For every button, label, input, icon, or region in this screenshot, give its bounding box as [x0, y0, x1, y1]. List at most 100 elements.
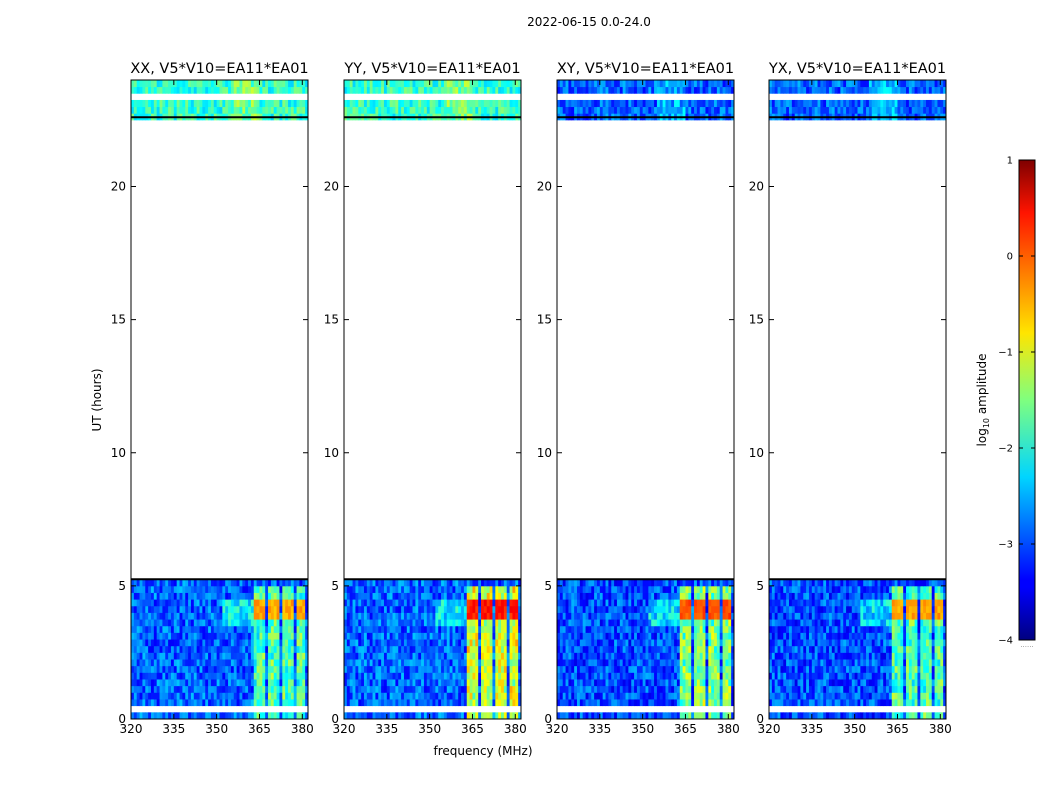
panel-title: XX, V5*V10=EA11*EA01 — [130, 61, 308, 77]
heatmap-cell — [242, 665, 246, 673]
heatmap-cell — [894, 699, 898, 707]
heatmap-cell — [156, 592, 160, 600]
heatmap-cell — [349, 80, 353, 88]
heatmap-cell — [469, 699, 473, 707]
heatmap-cell — [182, 712, 186, 720]
heatmap-cell — [628, 106, 632, 114]
heatmap-cell — [719, 665, 723, 673]
heatmap-cell — [478, 106, 482, 114]
heatmap-cell — [503, 605, 508, 613]
heatmap-cell — [349, 605, 353, 613]
heatmap-cell — [645, 699, 649, 707]
heatmap-cell — [150, 672, 155, 680]
heatmap-cell — [344, 599, 348, 607]
heatmap-cell — [639, 106, 644, 114]
heatmap-cell — [562, 712, 566, 720]
heatmap-cell — [168, 685, 172, 693]
heatmap-cell — [245, 619, 249, 627]
heatmap-cell — [176, 699, 180, 707]
heatmap-cell — [142, 80, 146, 88]
heatmap-cell — [585, 672, 589, 680]
heatmap-cell — [506, 639, 510, 647]
heatmap-cell — [136, 652, 140, 660]
heatmap-cell — [659, 639, 664, 647]
heatmap-cell — [708, 632, 712, 640]
heatmap-cell — [461, 106, 465, 114]
heatmap-cell — [716, 625, 721, 633]
heatmap-cell — [671, 639, 675, 647]
heatmap-cell — [777, 712, 781, 720]
heatmap-cell — [162, 612, 166, 620]
heatmap-cell — [142, 639, 146, 647]
heatmap-cell — [576, 579, 581, 587]
heatmap-cell — [599, 86, 604, 94]
heatmap-cell — [588, 106, 592, 114]
heatmap-cell — [512, 579, 516, 587]
heatmap-cell — [503, 665, 508, 673]
heatmap-cell — [495, 679, 499, 687]
heatmap-cell — [210, 679, 215, 687]
heatmap-cell — [602, 86, 606, 94]
heatmap-cell — [489, 99, 493, 108]
heatmap-cell — [688, 605, 692, 613]
heatmap-cell — [401, 685, 405, 693]
heatmap-cell — [205, 612, 209, 620]
heatmap-cell — [679, 639, 684, 647]
heatmap-cell — [381, 86, 385, 94]
heatmap-cell — [469, 599, 473, 607]
heatmap-cell — [248, 665, 252, 673]
heatmap-cell — [719, 672, 723, 680]
heatmap-cell — [469, 632, 473, 640]
heatmap-cell — [372, 659, 376, 667]
heatmap-cell — [622, 619, 626, 627]
heatmap-cell — [236, 579, 240, 587]
heatmap-cell — [495, 579, 499, 587]
heatmap-cell — [202, 685, 206, 693]
heatmap-cell — [788, 712, 793, 720]
heatmap-cell — [602, 80, 606, 88]
heatmap-cell — [702, 579, 706, 587]
heatmap-cell — [250, 599, 255, 607]
y-tick-label: 15 — [111, 313, 126, 327]
heatmap-cell — [173, 99, 178, 108]
heatmap-cell — [366, 699, 371, 707]
heatmap-cell — [656, 712, 661, 720]
heatmap-cell — [699, 625, 703, 633]
heatmap-cell — [248, 625, 252, 633]
heatmap-cell — [731, 685, 735, 693]
heatmap-cell — [489, 632, 493, 640]
heatmap-cell — [245, 692, 249, 700]
heatmap-cell — [256, 625, 260, 633]
heatmap-cell — [225, 645, 229, 653]
heatmap-cell — [731, 612, 735, 620]
y-tick-label: 10 — [111, 446, 126, 460]
heatmap-cell — [608, 612, 612, 620]
heatmap-cell — [851, 685, 856, 693]
heatmap-cell — [452, 645, 456, 653]
heatmap-cell — [355, 599, 359, 607]
heatmap-cell — [386, 665, 391, 673]
heatmap-cell — [361, 599, 365, 607]
heatmap-cell — [265, 612, 269, 620]
heatmap-cell — [648, 592, 652, 600]
heatmap-cell — [245, 672, 249, 680]
heatmap-cell — [230, 585, 235, 593]
heatmap-cell — [256, 639, 260, 647]
heatmap-cell — [256, 659, 260, 667]
heatmap-cell — [403, 86, 408, 94]
heatmap-cell — [483, 652, 488, 660]
heatmap-cell — [472, 712, 476, 720]
heatmap-cell — [185, 592, 189, 600]
heatmap-cell — [674, 99, 678, 108]
heatmap-cell — [398, 106, 402, 114]
heatmap-cell — [731, 652, 735, 660]
heatmap-cell — [831, 712, 836, 720]
heatmap-cell — [481, 612, 485, 620]
heatmap-cell — [708, 692, 712, 700]
heatmap-cell — [225, 599, 229, 607]
heatmap-cell — [562, 619, 566, 627]
heatmap-cell — [299, 619, 303, 627]
heatmap-cell — [702, 639, 706, 647]
heatmap-cell — [492, 619, 496, 627]
heatmap-cell — [290, 699, 295, 707]
